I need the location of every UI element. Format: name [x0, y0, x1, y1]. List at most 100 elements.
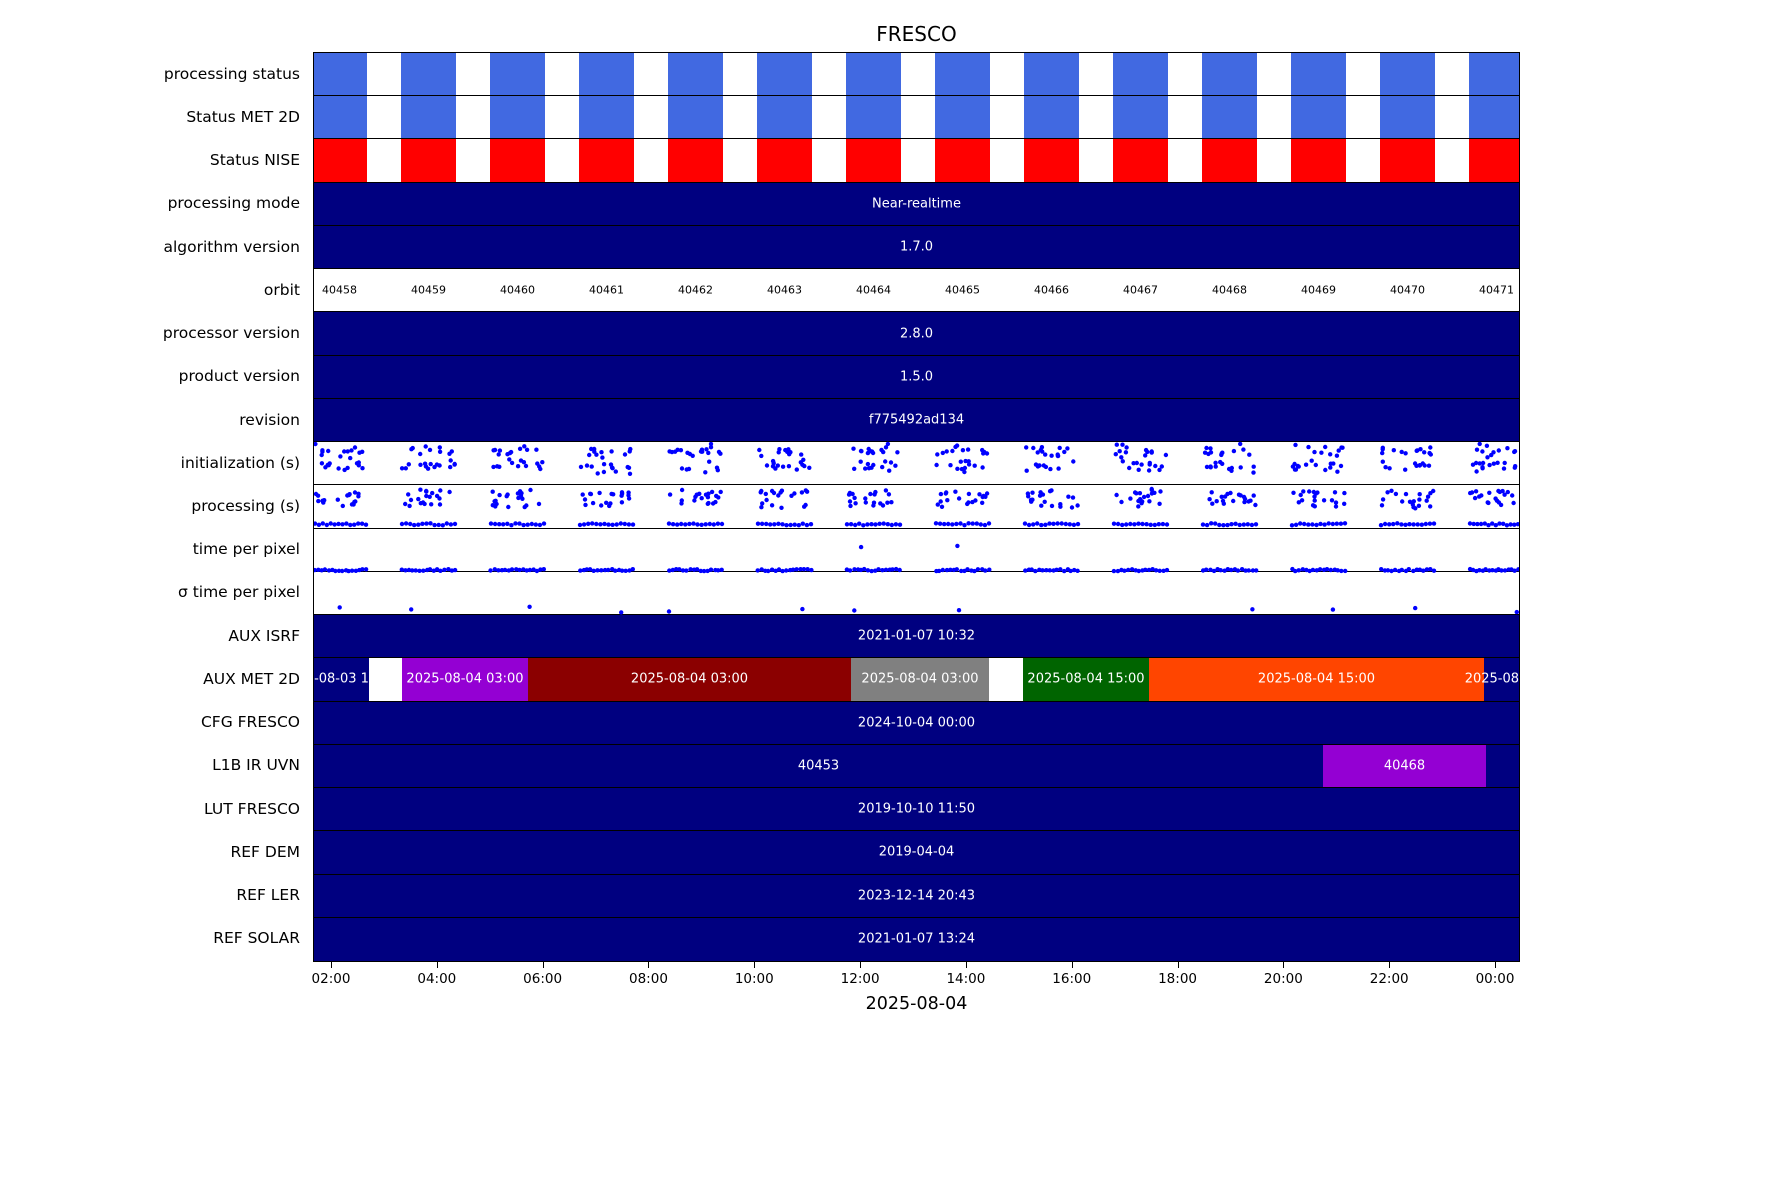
orbit-number: 40458 [322, 283, 357, 297]
row-cfg-fresco: 2024-10-04 00:00 [314, 701, 1519, 745]
row-processing-status [314, 53, 1519, 97]
status-block [1380, 96, 1435, 139]
row-label-lut-fresco: LUT FRESCO [204, 799, 300, 818]
row-aux-met-2d: -08-03 1 2025-08-04 03:00 2025-08-04 03:00… [314, 658, 1519, 702]
x-tick-mark [1283, 962, 1285, 968]
row-processor-version: 2.8.0 [314, 312, 1519, 356]
status-block [1469, 96, 1519, 139]
row-orbit: 40458 40459 40460 40461 40462 40463 40464 40465… [314, 269, 1519, 313]
segment-label: -08-03 1 [314, 671, 369, 687]
row-label-processing-mode: processing mode [167, 194, 300, 213]
row-label-initialization-s: initialization (s) [180, 453, 300, 472]
row-label-time-per-pixel: time per pixel [192, 540, 300, 559]
segment-label: 2025-08-04 15:00 [1027, 671, 1145, 687]
timeline-segment: 2025-08-04 03:00 [851, 658, 989, 701]
status-block [935, 139, 990, 182]
plot-area: Near-realtime 1.7.0 40458 40459 40460 40461 40… [313, 52, 1520, 962]
status-block [490, 139, 545, 182]
status-block [757, 53, 812, 96]
row-label-ref-solar: REF SOLAR [213, 929, 300, 948]
status-block [1202, 139, 1257, 182]
bar-value: Near-realtime [872, 196, 961, 212]
status-block [579, 139, 634, 182]
x-tick-mark [965, 962, 967, 968]
row-label-processing-s: processing (s) [191, 497, 300, 515]
status-block [1291, 53, 1346, 96]
status-block [668, 96, 723, 139]
row-time-per-pixel [314, 529, 1519, 572]
status-block [314, 53, 367, 96]
row-lut-fresco: 2019-10-10 11:50 [314, 788, 1519, 832]
orbit-number: 40459 [411, 283, 446, 297]
x-tick-mark [1071, 962, 1073, 968]
status-block [314, 96, 367, 139]
chart-title: FRESCO [876, 22, 957, 46]
row-label-status-nise: Status NISE [209, 151, 300, 170]
orbit-number: 40460 [500, 283, 535, 297]
row-label-aux-isrf: AUX ISRF [228, 626, 300, 645]
timeline-segment: 2025-08-04 03:00 [402, 658, 528, 701]
timeline-segment: 2025-08-04 03:00 [528, 658, 851, 701]
status-block [490, 53, 545, 96]
status-block [1291, 96, 1346, 139]
segment-label: 2025-08-04 03:00 [861, 671, 979, 687]
status-block [1024, 53, 1079, 96]
bar-value: 1.7.0 [899, 239, 934, 255]
bar-value: 2019-10-10 11:50 [857, 801, 976, 817]
segment-label: 40468 [1383, 758, 1426, 774]
timeline-segment: 40468 [1323, 744, 1486, 788]
status-block [1113, 96, 1168, 139]
status-block [1291, 139, 1346, 182]
bar-value: 1.5.0 [899, 369, 934, 385]
row-label-orbit: orbit [263, 280, 300, 299]
orbit-number: 40465 [945, 283, 980, 297]
status-block [579, 53, 634, 96]
bar-value: 2019-04-04 [878, 844, 955, 860]
x-tick-mark [542, 962, 544, 968]
status-block [846, 53, 901, 96]
status-block [1113, 53, 1168, 96]
status-block [935, 53, 990, 96]
status-block [1469, 53, 1519, 96]
segment-label: 2025-08-04 [1464, 671, 1519, 687]
row-label-algorithm-version: algorithm version [163, 237, 300, 256]
status-block [490, 96, 545, 139]
bar-value: f775492ad134 [868, 412, 965, 428]
status-block [401, 53, 456, 96]
orbit-number: 40467 [1123, 283, 1158, 297]
x-tick-label: 12:00 [840, 971, 880, 987]
row-label-ref-ler: REF LER [236, 886, 300, 905]
x-tick-label: 04:00 [417, 971, 457, 987]
x-axis-title: 2025-08-04 [865, 994, 968, 1014]
bar-value: 2021-01-07 10:32 [857, 628, 976, 644]
x-tick-mark [860, 962, 862, 968]
orbit-number: 40471 [1479, 283, 1514, 297]
x-tick-label: 14:00 [946, 971, 986, 987]
row-label-aux-met-2d: AUX MET 2D [203, 669, 300, 688]
status-block [401, 96, 456, 139]
row-label-status-met-2d: Status MET 2D [186, 107, 300, 126]
x-tick-label: 06:00 [523, 971, 563, 987]
bar-value: 2021-01-07 13:24 [857, 931, 976, 947]
timeline-segment: -08-03 1 [314, 658, 369, 701]
x-tick-label: 08:00 [629, 971, 668, 987]
timeline-segment [369, 658, 402, 701]
segment-label: 2025-08-04 03:00 [406, 671, 524, 687]
status-block [579, 96, 634, 139]
row-label-product-version: product version [178, 367, 300, 386]
row-time-per-pixel [314, 572, 1519, 616]
x-tick-mark [331, 962, 332, 968]
x-tick-label: 16:00 [1052, 971, 1092, 987]
segment-label: 40453 [797, 758, 840, 774]
row-label-revision: revision [239, 410, 300, 429]
segment-label: 2025-08-04 15:00 [1257, 671, 1376, 687]
bar-value: 2.8.0 [899, 326, 934, 342]
x-tick-label: 18:00 [1158, 971, 1197, 987]
row-product-version: 1.5.0 [314, 355, 1519, 399]
orbit-number: 40463 [767, 283, 802, 297]
status-block [401, 139, 456, 182]
y-axis-labels: processing status Status MET 2D Status NIS… [0, 52, 306, 962]
x-tick-label: 02:00 [311, 971, 351, 987]
status-block [1202, 53, 1257, 96]
